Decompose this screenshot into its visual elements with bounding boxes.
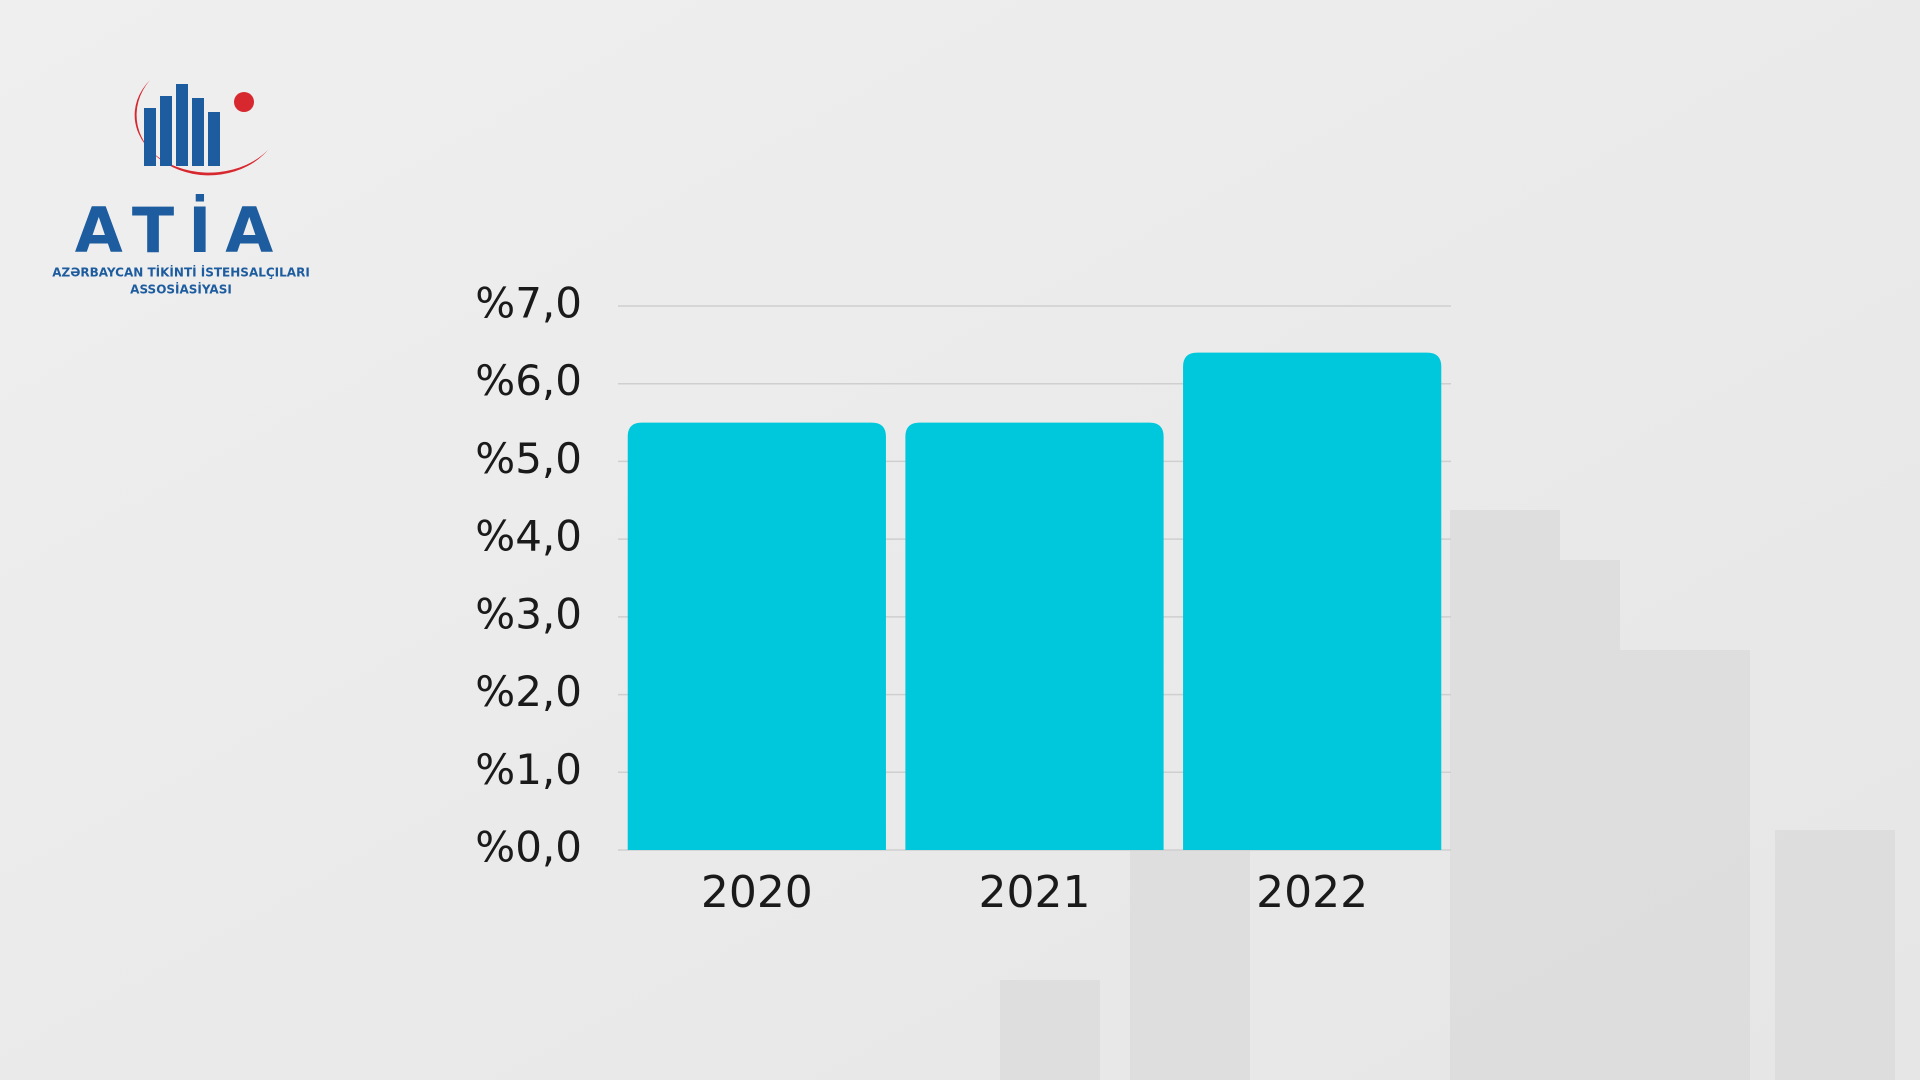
y-tick-label: %3,0 — [475, 589, 582, 638]
bar — [627, 422, 886, 850]
logo-name: ATİA — [75, 194, 288, 267]
y-tick-label: %1,0 — [475, 745, 582, 794]
logo-bars — [144, 84, 220, 166]
bar — [1183, 352, 1442, 850]
y-tick-label: %4,0 — [475, 512, 582, 561]
y-tick-label: %5,0 — [475, 434, 582, 483]
x-tick-label: 2021 — [979, 867, 1091, 918]
buildings — [1000, 510, 1895, 1080]
logo-line: AZƏRBAYCAN TİKİNTİ İSTEHSALÇILARI — [52, 265, 310, 280]
logo-star — [234, 92, 254, 112]
y-tick-label: %6,0 — [475, 356, 582, 405]
x-tick-label: 2022 — [1256, 867, 1368, 918]
x-tick-label: 2020 — [701, 867, 813, 918]
logo: ATİA AZƏRBAYCAN TİKİNTİ İSTEHSALÇILARI A… — [52, 80, 310, 297]
y-tick-label: %2,0 — [475, 667, 582, 716]
y-tick-label: %0,0 — [475, 823, 582, 872]
bar — [905, 422, 1164, 850]
logo-line: ASSOSİASİYASI — [130, 282, 232, 297]
y-tick-label: %7,0 — [475, 279, 582, 328]
